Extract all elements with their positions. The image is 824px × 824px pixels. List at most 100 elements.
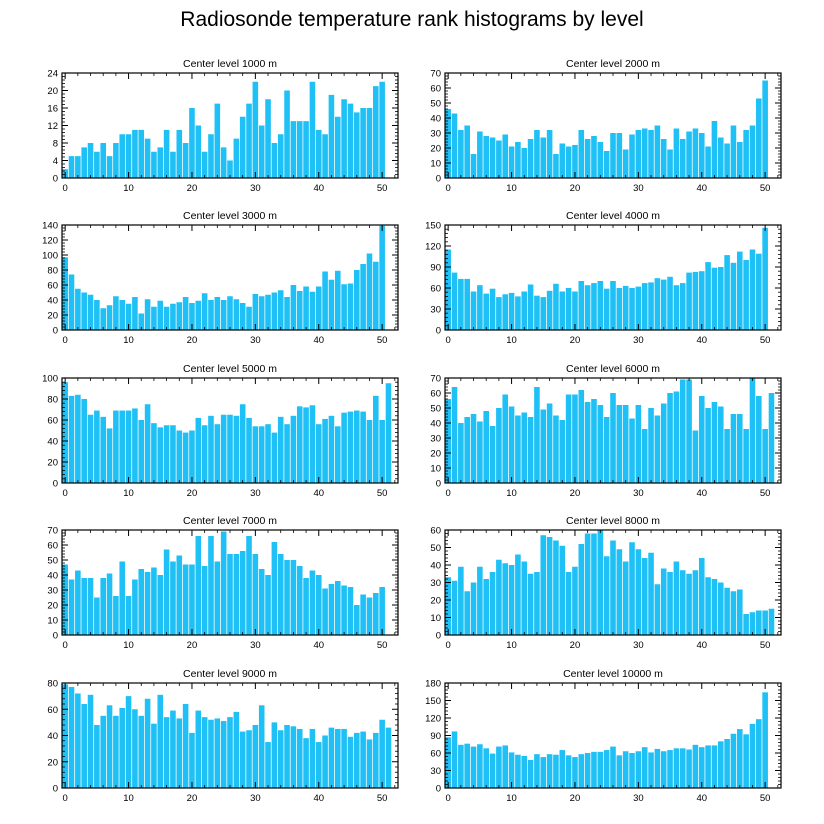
bar — [322, 271, 328, 330]
x-tick-label: 0 — [446, 335, 451, 346]
x-tick-label: 30 — [250, 793, 261, 804]
bar — [470, 291, 477, 330]
bar — [87, 143, 94, 178]
bar — [87, 694, 94, 788]
bar — [303, 286, 309, 330]
x-tick-label: 10 — [506, 488, 517, 499]
bar — [366, 253, 373, 330]
bar — [341, 284, 347, 330]
bar — [698, 747, 705, 788]
bar — [176, 430, 183, 483]
bar — [546, 403, 553, 483]
bar — [559, 420, 566, 483]
bar — [119, 707, 126, 788]
bar — [515, 754, 521, 788]
bar — [246, 536, 252, 635]
bar — [182, 143, 189, 178]
y-tick-label: 10 — [430, 613, 441, 624]
bar — [328, 279, 335, 330]
bar — [81, 399, 87, 483]
y-tick-label: 0 — [436, 326, 441, 337]
bar — [252, 294, 259, 330]
bar — [686, 379, 692, 483]
bar — [610, 540, 616, 635]
bar — [176, 555, 183, 635]
bar — [303, 407, 309, 483]
bar — [610, 133, 616, 178]
x-tick-label: 10 — [506, 640, 517, 651]
bar — [553, 540, 559, 635]
y-tick-label: 24 — [47, 69, 58, 80]
bar — [309, 405, 316, 483]
bar — [584, 402, 591, 483]
bar — [578, 130, 585, 178]
bar — [113, 715, 119, 788]
bar — [559, 143, 566, 178]
x-tick-label: 50 — [760, 793, 771, 804]
bar — [724, 255, 730, 330]
bar — [508, 565, 515, 635]
bar — [277, 730, 284, 788]
bar — [673, 128, 680, 178]
panel-1: Center level 1000 m 0 4 8 12 16 20 24 0 10 20 30 40 5… — [47, 58, 399, 194]
bar — [113, 296, 119, 330]
bar — [94, 725, 100, 788]
bar — [360, 411, 366, 483]
bar — [489, 288, 496, 330]
y-tick-label: 50 — [430, 543, 441, 554]
panel-10: Center level 10000 m 0 30 60 90 120 150 180 0 10 2… — [425, 668, 782, 804]
bar — [743, 130, 749, 178]
bar — [572, 394, 578, 483]
x-tick-label: 20 — [570, 335, 581, 346]
bar — [75, 394, 81, 483]
bar — [214, 561, 221, 635]
bar — [373, 395, 379, 483]
bar — [214, 297, 221, 330]
bar — [360, 108, 366, 178]
y-tick-label: 30 — [430, 129, 441, 140]
bar — [354, 112, 360, 179]
y-tick-label: 140 — [42, 221, 58, 232]
bar — [756, 610, 762, 635]
bar — [106, 573, 113, 635]
bar — [347, 283, 354, 330]
bar — [502, 394, 509, 483]
bar — [144, 404, 151, 483]
bar — [717, 267, 724, 330]
bar — [451, 580, 458, 635]
bar — [489, 753, 496, 788]
bar — [290, 415, 297, 483]
bar — [451, 387, 458, 483]
bar — [705, 262, 711, 330]
bar — [309, 291, 316, 330]
x-tick-label: 10 — [123, 488, 134, 499]
y-tick-label: 20 — [47, 86, 58, 97]
bar — [603, 151, 610, 178]
bar — [711, 402, 718, 483]
bar — [641, 283, 648, 330]
bar — [290, 560, 297, 635]
bar — [106, 428, 113, 483]
x-tick-label: 0 — [63, 335, 68, 346]
bar — [711, 267, 718, 330]
y-tick-label: 10 — [430, 464, 441, 475]
y-tick-label: 20 — [430, 449, 441, 460]
bar — [195, 125, 202, 178]
panel-6: Center level 6000 m 0 10 20 30 40 50 60 70 0 10 20 3… — [430, 363, 782, 499]
bar — [385, 383, 392, 483]
bar — [565, 572, 572, 635]
bar — [360, 594, 366, 635]
x-tick-label: 30 — [633, 183, 644, 194]
bar — [132, 297, 138, 330]
bar — [138, 313, 145, 330]
x-tick-label: 40 — [313, 335, 324, 346]
bar — [470, 154, 477, 178]
bar — [565, 288, 572, 330]
bar — [87, 414, 94, 483]
x-tick-label: 10 — [123, 335, 134, 346]
bar — [157, 300, 164, 330]
bar — [603, 556, 610, 635]
bar — [227, 414, 233, 483]
bar — [322, 588, 328, 635]
x-tick-label: 30 — [250, 640, 261, 651]
